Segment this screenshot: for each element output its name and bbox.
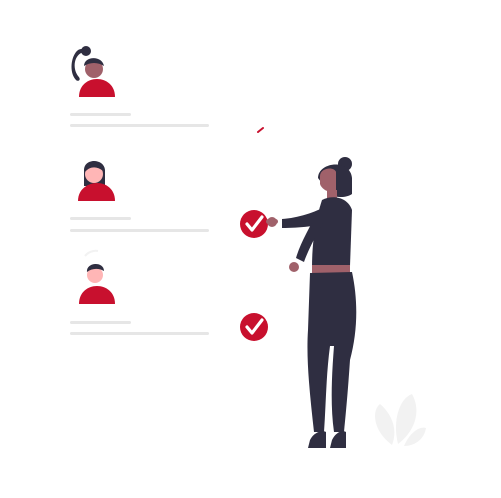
motion-arc [84, 249, 99, 257]
profile-name-line [70, 321, 131, 324]
profile-detail-line [70, 124, 209, 127]
plant-icon [375, 394, 426, 446]
profile-row-2 [70, 161, 209, 232]
accent-mark [257, 127, 264, 133]
profile-name-line [70, 113, 131, 116]
profile-detail-line [70, 229, 209, 232]
profile-row-3 [70, 249, 209, 335]
avatar-ponytail [71, 46, 115, 97]
person-standing-icon [266, 157, 357, 448]
profile-row-1 [70, 46, 209, 127]
check-circle-icon[interactable] [240, 210, 268, 238]
check-circle-icon[interactable] [240, 313, 268, 341]
profile-name-line [70, 217, 131, 220]
profile-detail-line [70, 332, 209, 335]
avatar-long-hair [78, 161, 115, 201]
avatar-short-hair [79, 249, 115, 304]
